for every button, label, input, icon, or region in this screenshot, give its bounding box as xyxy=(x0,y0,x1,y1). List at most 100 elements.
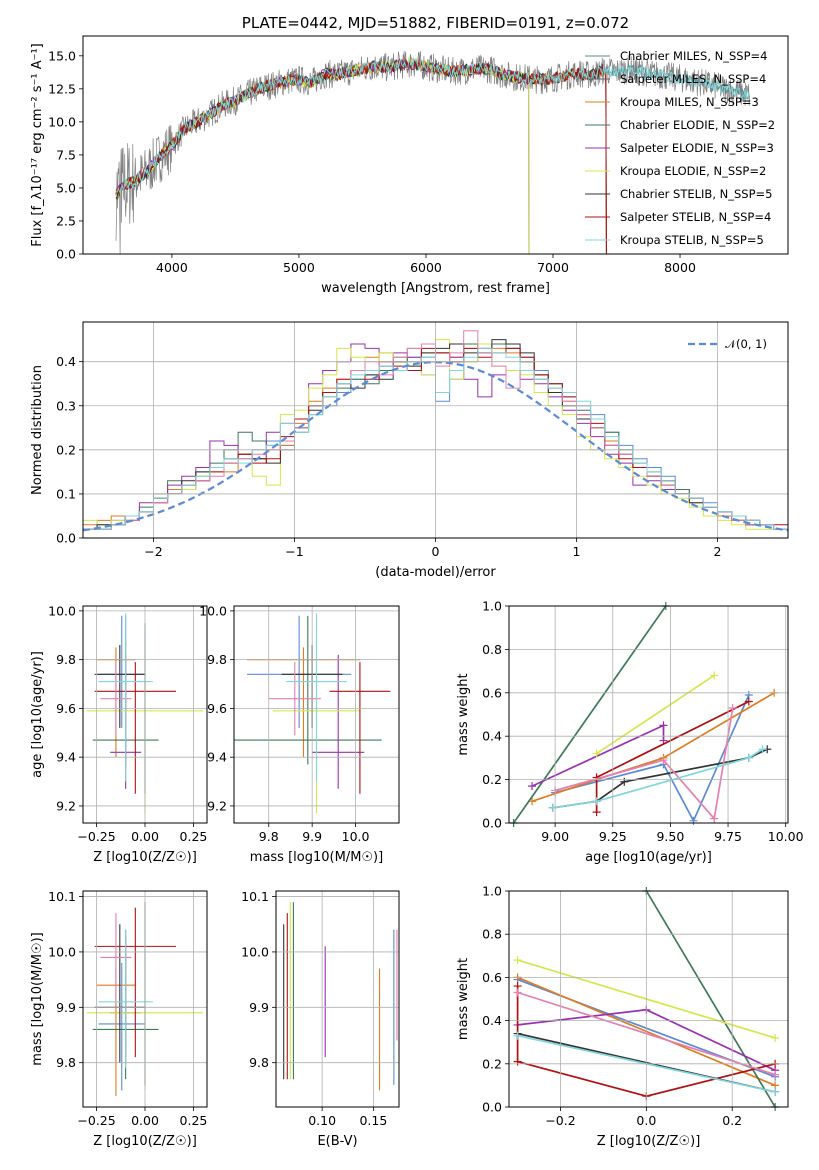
y-tick-label: 0.8 xyxy=(482,927,502,942)
spectrum-ylabel: Flux [f_λ10⁻¹⁷ erg cm⁻² s⁻¹ A⁻¹] xyxy=(30,43,45,247)
y-tick-label: 0.1 xyxy=(56,486,76,501)
legend-label: Chabrier ELODIE, N_SSP=2 xyxy=(620,118,775,132)
weight-line xyxy=(645,891,776,1107)
y-tick-label: 9.4 xyxy=(56,750,76,765)
spectrum-panel: PLATE=0442, MJD=51882, FIBERID=0191, z=0… xyxy=(115,14,775,254)
age-vs-Z-xlabel: Z [log10(Z/Z☉)] xyxy=(93,850,197,865)
y-tick-label: 0.2 xyxy=(482,1056,502,1071)
weight-marker xyxy=(592,749,601,758)
residuals-frame xyxy=(82,321,789,539)
weight-line xyxy=(596,674,715,755)
legend-label: 𝒩(0, 1) xyxy=(725,337,767,351)
age-vs-Z-grid xyxy=(83,606,207,823)
weight-marker xyxy=(592,797,601,806)
age-vs-mass-axes: 9.8 9.9 10.0 9.2 9.4 9.6 9.8 10.0 mass [log10(M/… xyxy=(199,603,399,865)
y-tick-label: 9.8 xyxy=(56,652,76,667)
errorbar xyxy=(98,613,153,782)
weight-vs-age-ylabel: mass weight xyxy=(456,673,471,755)
y-tick-label: 9.6 xyxy=(207,701,227,716)
mass-vs-Z-axes: −0.25 0.00 0.25 9.8 9.9 10.0 10.1 Z [log10(Z/Z☉… xyxy=(30,889,207,1149)
mass-vs-EBV-xlabel: E(B-V) xyxy=(317,1134,357,1149)
y-tick-label: 0.2 xyxy=(482,772,502,787)
x-tick-label: 9.9 xyxy=(302,829,322,844)
y-tick-label: 10.0 xyxy=(48,944,76,959)
errorbar xyxy=(98,963,145,1091)
spectrum-legend: Chabrier MILES, N_SSP=4 Salpeter MILES, N… xyxy=(585,49,775,247)
x-tick-label: 0.2 xyxy=(722,1113,742,1128)
weight-marker xyxy=(592,808,601,817)
weight-marker xyxy=(758,745,767,754)
weight-marker xyxy=(710,814,719,823)
residuals-xlabel: (data-model)/error xyxy=(375,565,496,580)
legend-label: Kroupa ELODIE, N_SSP=2 xyxy=(620,164,766,178)
chart-title: PLATE=0442, MJD=51882, FIBERID=0191, z=0… xyxy=(242,14,629,32)
y-tick-label: 9.9 xyxy=(249,1000,269,1015)
x-tick-label: −0.25 xyxy=(77,829,115,844)
y-tick-label: 9.4 xyxy=(207,750,227,765)
weight-marker xyxy=(620,777,629,786)
legend-label: Chabrier STELIB, N_SSP=5 xyxy=(620,187,772,201)
x-tick-label: 9.8 xyxy=(259,829,279,844)
legend-label: Chabrier MILES, N_SSP=4 xyxy=(620,49,767,63)
legend-label: Salpeter ELODIE, N_SSP=3 xyxy=(620,141,774,155)
x-tick-label: 2 xyxy=(714,544,722,559)
x-tick-label: 6000 xyxy=(410,260,442,275)
x-tick-label: −2 xyxy=(144,544,162,559)
x-tick-label: 0.00 xyxy=(131,829,159,844)
y-tick-label: 2.5 xyxy=(56,213,76,228)
y-tick-label: 10.0 xyxy=(48,603,76,618)
mass-vs-Z-frame xyxy=(82,890,208,1108)
weight-vs-Z-frame xyxy=(508,890,789,1108)
x-tick-label: 9.75 xyxy=(714,829,742,844)
weight-marker xyxy=(528,782,537,791)
weight-marker xyxy=(771,1087,780,1096)
y-tick-label: 9.6 xyxy=(56,701,76,716)
mass-vs-EBV-grid xyxy=(276,891,399,1107)
y-tick-label: 0.4 xyxy=(482,729,502,744)
x-tick-label: 9.25 xyxy=(599,829,627,844)
legend-label: Salpeter MILES, N_SSP=4 xyxy=(620,72,766,86)
y-tick-label: 0.8 xyxy=(482,642,502,657)
errorbar xyxy=(94,907,176,1058)
x-tick-label: 10.0 xyxy=(342,829,370,844)
y-tick-label: 9.8 xyxy=(249,1055,269,1070)
weight-line xyxy=(516,986,776,1098)
spectrum-frame xyxy=(82,35,789,255)
weight-marker xyxy=(771,1070,780,1079)
weight-vs-Z-xlabel: Z [log10(Z/Z☉)] xyxy=(597,1134,701,1149)
weight-marker xyxy=(513,956,522,965)
age-vs-Z-axes: −0.25 0.00 0.25 9.2 9.4 9.6 9.8 10.0 Z [log10(Z/… xyxy=(30,603,207,865)
errorbar xyxy=(286,613,347,782)
x-tick-label: 0.00 xyxy=(131,1113,159,1128)
x-tick-label: 9.00 xyxy=(541,829,569,844)
weight-vs-Z-axes: −0.2 0.0 0.2 0.0 0.2 0.4 0.6 0.8 1.0 Z [log10(Z/Z… xyxy=(456,884,788,1149)
age-vs-Z-ylabel: age [log10(age/yr)] xyxy=(30,651,45,778)
y-tick-label: 10.0 xyxy=(48,114,76,129)
weight-line xyxy=(512,606,667,823)
y-tick-label: 5.0 xyxy=(56,180,76,195)
y-tick-label: 9.8 xyxy=(56,1055,76,1070)
mass-vs-EBV-axes: 0.10 0.15 9.8 9.9 10.0 10.1 E(B-V) xyxy=(241,889,399,1149)
spectrum-xlabel: wavelength [Angstrom, rest frame] xyxy=(321,281,550,296)
mass-vs-Z-xlabel: Z [log10(Z/Z☉)] xyxy=(93,1134,197,1149)
y-tick-label: 1.0 xyxy=(482,884,502,899)
y-tick-label: 0.4 xyxy=(482,1013,502,1028)
y-tick-label: 9.2 xyxy=(56,798,76,813)
y-tick-label: 10.0 xyxy=(199,603,227,618)
legend-label: Salpeter STELIB, N_SSP=4 xyxy=(620,210,771,224)
y-tick-label: 0.2 xyxy=(56,442,76,457)
y-tick-label: 0.6 xyxy=(482,685,502,700)
y-tick-label: 1.0 xyxy=(482,599,502,614)
age-vs-mass-xlabel: mass [log10(M/M☉)] xyxy=(250,850,383,865)
weight-marker xyxy=(744,753,753,762)
weight-marker xyxy=(744,697,753,706)
x-tick-label: 4000 xyxy=(156,260,188,275)
x-tick-label: 5000 xyxy=(283,260,315,275)
spectrum-axes: 4000 5000 6000 7000 8000 0.0 2.5 5.0 7.5 10.0 12.5… xyxy=(30,43,696,296)
age-vs-mass-grid xyxy=(234,606,399,823)
x-tick-label: 7000 xyxy=(537,260,569,275)
x-tick-label: 8000 xyxy=(664,260,696,275)
weight-marker xyxy=(513,988,522,997)
errorbar xyxy=(329,662,391,794)
